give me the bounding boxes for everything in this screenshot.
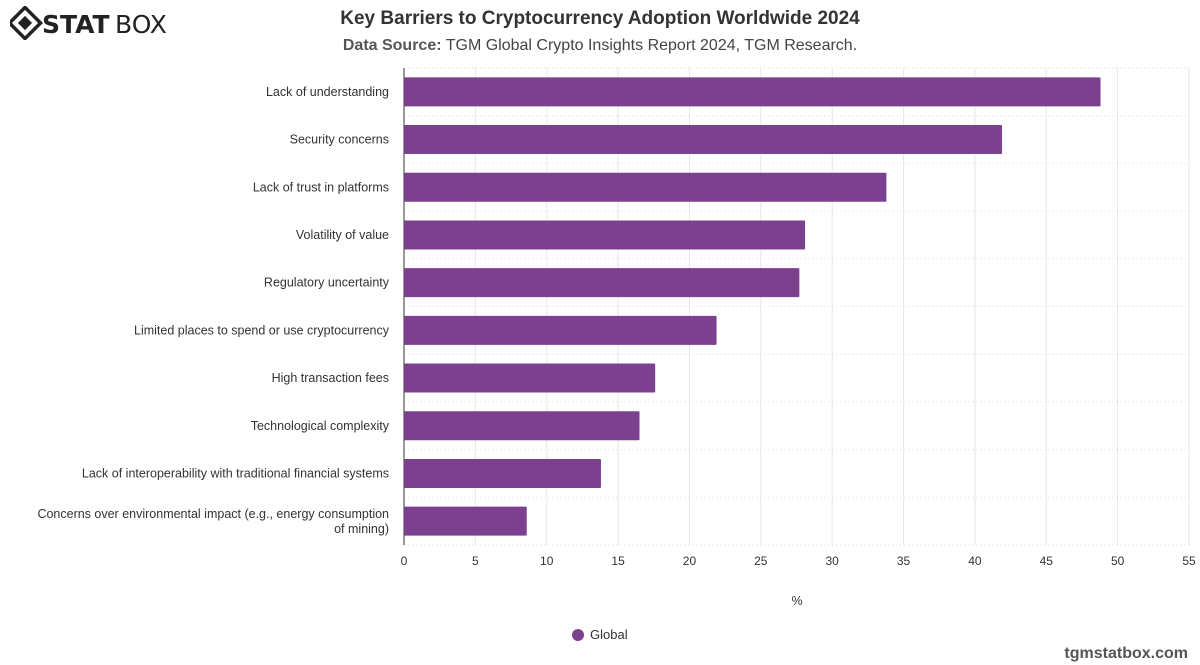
- x-tick-label: 5: [472, 554, 479, 568]
- x-tick-label: 20: [683, 554, 697, 568]
- y-tick-label: Regulatory uncertainty: [264, 276, 390, 290]
- legend[interactable]: Global: [572, 627, 628, 642]
- chart-title: Key Barriers to Cryptocurrency Adoption …: [340, 8, 860, 29]
- y-tick-label: High transaction fees: [272, 371, 389, 385]
- legend-label: Global: [590, 627, 628, 642]
- y-tick-label: Lack of interoperability with traditiona…: [82, 466, 389, 480]
- x-tick-label: 10: [540, 554, 554, 568]
- y-tick-label: Security concerns: [290, 133, 389, 147]
- x-tick-label: 0: [401, 554, 408, 568]
- x-tick-label: 35: [897, 554, 911, 568]
- footer-url: tgmstatbox.com: [1064, 645, 1188, 662]
- bar: [404, 458, 601, 488]
- y-tick-label: Volatility of value: [296, 228, 389, 242]
- y-tick-label: Limited places to spend or use cryptocur…: [134, 323, 390, 337]
- bar: [404, 125, 1003, 155]
- y-tick-label: Technological complexity: [251, 419, 390, 433]
- x-tick-label: 15: [611, 554, 625, 568]
- statbox-logo: STAT BOX: [10, 6, 167, 40]
- source-text: TGM Global Crypto Insights Report 2024, …: [445, 37, 858, 54]
- svg-text:BOX: BOX: [115, 10, 167, 39]
- x-tick-label: 55: [1182, 554, 1196, 568]
- bar: [404, 411, 640, 441]
- x-tick-label: 40: [968, 554, 982, 568]
- y-tick-label: Lack of understanding: [266, 85, 389, 99]
- x-axis-label: %: [791, 594, 802, 608]
- chart-subtitle: Data Source: TGM Global Crypto Insights …: [0, 37, 1200, 55]
- x-tick-label: 45: [1040, 554, 1054, 568]
- bar: [404, 506, 527, 536]
- x-tick-label: 30: [826, 554, 840, 568]
- bar: [404, 172, 887, 202]
- bar: [404, 315, 717, 345]
- bar: [404, 77, 1101, 107]
- source-label: Data Source:: [342, 37, 442, 54]
- x-tick-label: 25: [754, 554, 768, 568]
- svg-text:STAT: STAT: [42, 10, 110, 39]
- x-tick-label: 50: [1111, 554, 1125, 568]
- legend-marker: [572, 628, 584, 641]
- bar: [404, 220, 806, 250]
- y-tick-label: Lack of trust in platforms: [253, 180, 389, 194]
- bar: [404, 268, 800, 298]
- y-tick-label: Concerns over environmental impact (e.g.…: [37, 507, 389, 536]
- bar: [404, 363, 656, 393]
